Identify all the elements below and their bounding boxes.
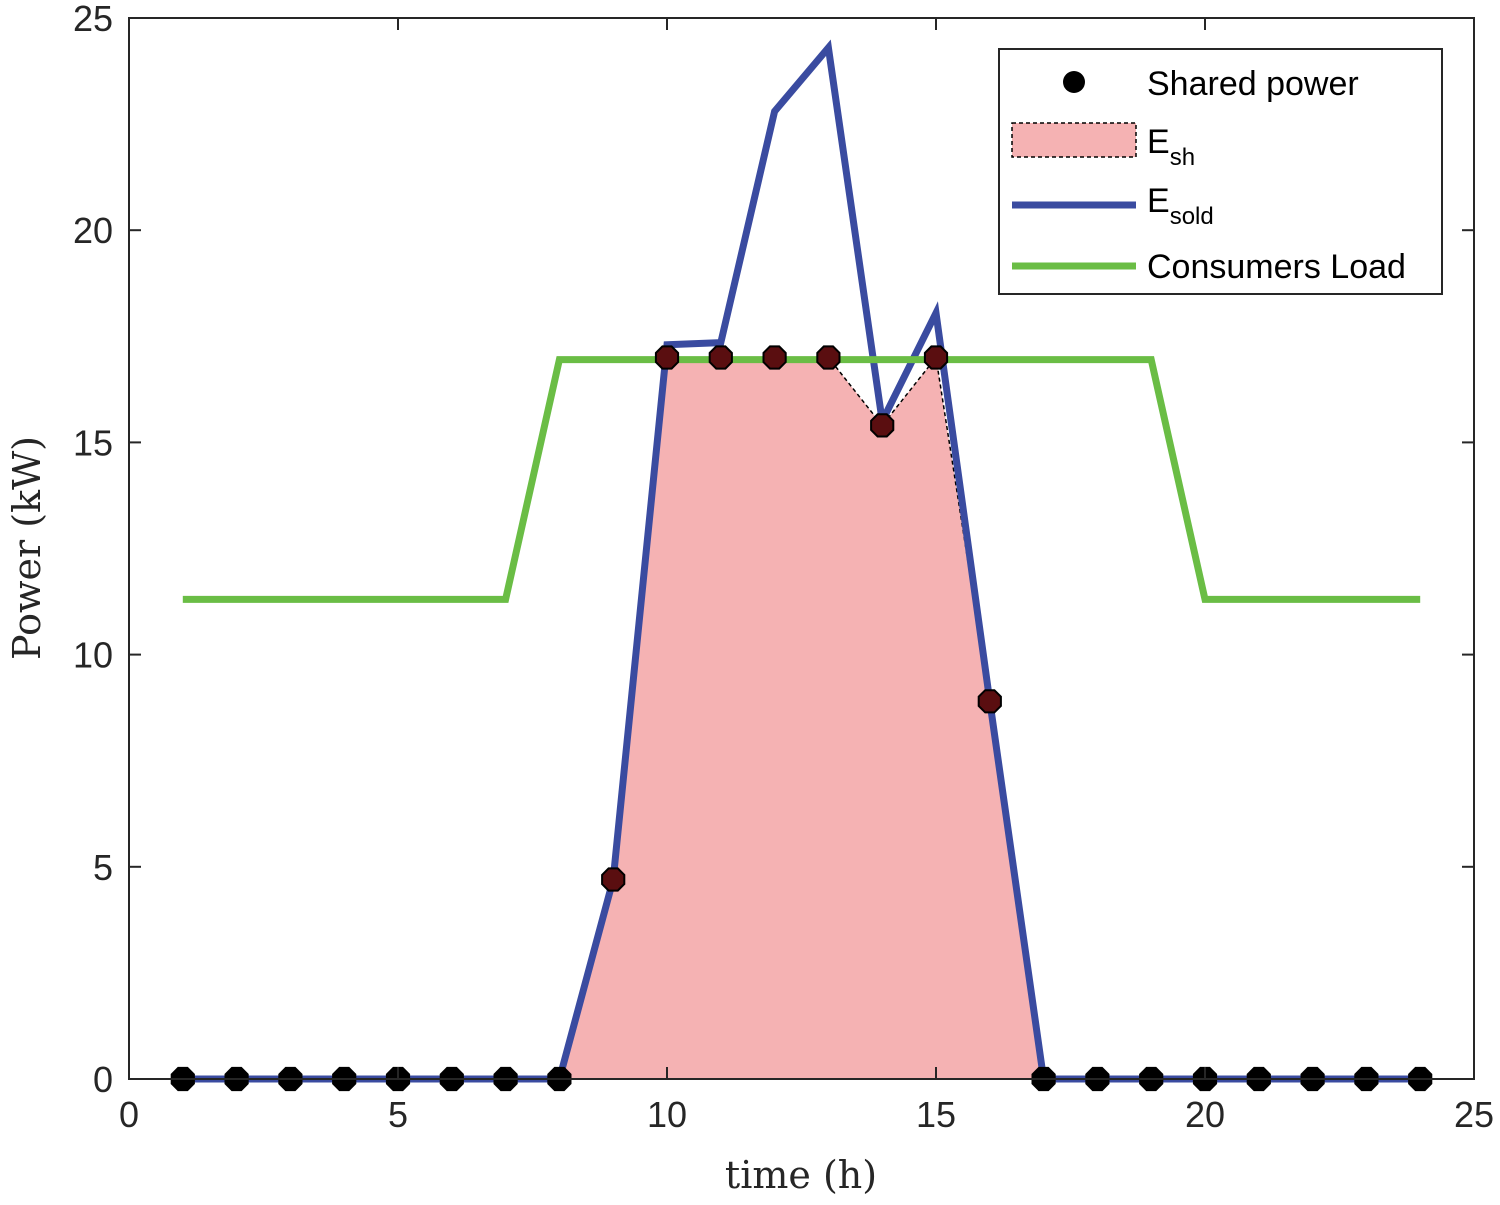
shared-power-point xyxy=(977,689,1002,714)
x-tick-label: 20 xyxy=(1185,1094,1225,1135)
plot-frame xyxy=(128,17,1475,1080)
x-tick-label: 15 xyxy=(916,1094,956,1135)
legend-consumers-load-label: Consumers Load xyxy=(1147,248,1406,286)
legend-esh-sub: sh xyxy=(1170,144,1195,171)
x-tick-label: 10 xyxy=(647,1094,687,1135)
y-tick-label: 20 xyxy=(73,210,113,251)
shared-power-point xyxy=(816,345,841,370)
legend-esh-swatch xyxy=(1011,122,1137,158)
y-tick-label: 25 xyxy=(73,0,113,39)
legend-shared-power-label: Shared power xyxy=(1147,65,1359,103)
tick-layer: 0 5 10 15 20 25 0 5 10 15 20 25 xyxy=(73,0,1494,1135)
legend-esold-sub: sold xyxy=(1170,203,1214,230)
shared-power-point xyxy=(923,345,949,370)
area-esh xyxy=(182,357,1421,1079)
legend-esh-main: E xyxy=(1147,123,1170,161)
shared-power-point xyxy=(708,345,733,370)
shared-power-point xyxy=(762,345,787,370)
y-tick-label: 0 xyxy=(93,1059,113,1100)
legend: Shared power Esh Esold Consumers Load xyxy=(998,48,1443,295)
y-axis-label: Power (kW) xyxy=(5,436,49,660)
legend-esold-main: E xyxy=(1147,182,1170,220)
shared-power-point xyxy=(870,413,895,438)
y-tick-label: 10 xyxy=(73,635,113,676)
x-axis-label: time (h) xyxy=(725,1153,877,1197)
shared-power-point xyxy=(601,867,626,892)
x-tick-label: 0 xyxy=(119,1094,139,1135)
legend-esh-label: Esh xyxy=(1147,123,1195,171)
x-tick-label: 25 xyxy=(1454,1094,1494,1135)
shared-power-point xyxy=(654,345,680,370)
y-tick-label: 15 xyxy=(73,422,113,463)
legend-esold-label: Esold xyxy=(1147,182,1214,230)
y-tick-label: 5 xyxy=(93,847,113,888)
legend-shared-power-marker xyxy=(1063,71,1085,93)
x-tick-label: 5 xyxy=(388,1094,408,1135)
series-line-consumers-load xyxy=(182,356,1421,603)
